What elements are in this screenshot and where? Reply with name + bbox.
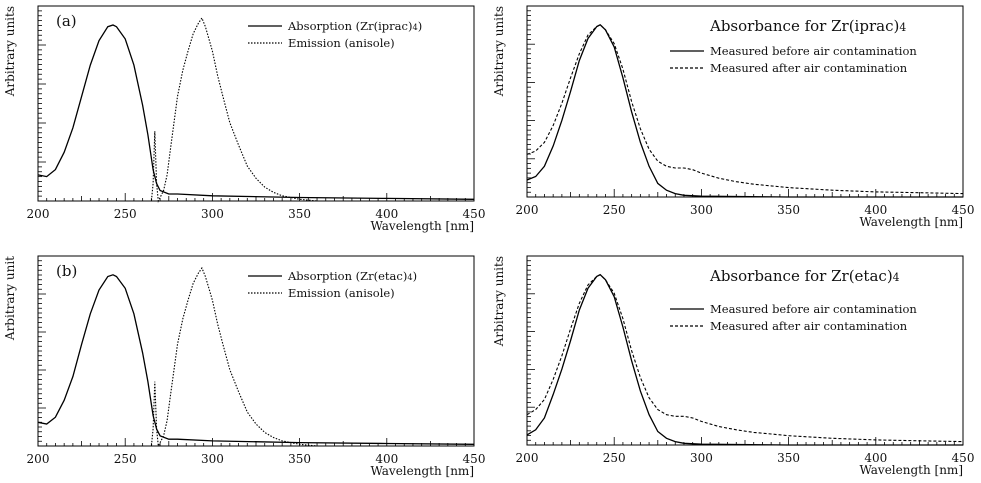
x-tick-label: 250	[603, 451, 626, 465]
x-axis-label: Wavelength [nm]	[859, 215, 963, 229]
legend-label-2: Measured after air contamination	[710, 319, 908, 333]
chart-title: Absorbance for Zr(etac)4	[709, 267, 900, 285]
x-tick-label: 200	[516, 203, 539, 217]
x-tick-label: 200	[27, 452, 50, 466]
x-axis-label: Wavelength [nm]	[370, 219, 474, 233]
x-axis-label: Wavelength [nm]	[370, 464, 474, 478]
x-tick-label: 250	[114, 452, 137, 466]
y-axis-label: Arbitrary units	[492, 256, 506, 347]
series-line-1	[37, 274, 475, 445]
x-axis-label: Wavelength [nm]	[859, 463, 963, 477]
x-tick-label: 300	[690, 203, 713, 217]
series-line-2	[146, 266, 318, 448]
legend-label-2: Emission (anisole)	[288, 286, 395, 300]
x-tick-label: 200	[27, 207, 50, 221]
x-tick-label: 300	[201, 452, 224, 466]
series-line-2	[526, 274, 964, 443]
y-axis-label: Arbitrary unit	[3, 256, 17, 341]
series-line-1	[526, 273, 963, 446]
x-tick-label: 400	[864, 203, 887, 217]
legend-label-1: Absorption (Zr(iprac)4)	[287, 19, 422, 33]
x-tick-label: 350	[288, 452, 311, 466]
panel-label: (b)	[56, 262, 77, 280]
x-tick-label: 450	[463, 207, 486, 221]
series-line-1	[37, 24, 475, 200]
x-tick-label: 250	[603, 203, 626, 217]
panel-label: (a)	[56, 12, 77, 30]
x-tick-label: 450	[952, 451, 975, 465]
x-tick-label: 350	[288, 207, 311, 221]
x-tick-label: 450	[952, 203, 975, 217]
x-tick-label: 450	[463, 452, 486, 466]
x-tick-label: 300	[690, 451, 713, 465]
legend-label-1: Absorption (Zr(etac)4)	[287, 269, 417, 283]
plot-frame	[37, 5, 475, 202]
series-line-1	[526, 24, 963, 198]
chart-title: Absorbance for Zr(iprac)4	[709, 17, 906, 35]
plot-frame	[37, 255, 475, 447]
x-tick-label: 400	[375, 452, 398, 466]
x-tick-label: 250	[114, 207, 137, 221]
x-tick-label: 300	[201, 207, 224, 221]
legend-label-2: Measured after air contamination	[710, 61, 908, 75]
x-tick-label: 400	[864, 451, 887, 465]
legend-label-1: Measured before air contamination	[710, 302, 917, 316]
x-tick-label: 350	[777, 451, 800, 465]
x-tick-label: 200	[516, 451, 539, 465]
y-axis-label: Arbitrary units	[3, 6, 17, 97]
x-tick-label: 350	[777, 203, 800, 217]
legend-label-1: Measured before air contamination	[710, 44, 917, 58]
y-axis-label: Arbitrary units	[492, 6, 506, 97]
x-tick-label: 400	[375, 207, 398, 221]
legend-label-2: Emission (anisole)	[288, 36, 395, 50]
series-line-2	[526, 24, 964, 195]
